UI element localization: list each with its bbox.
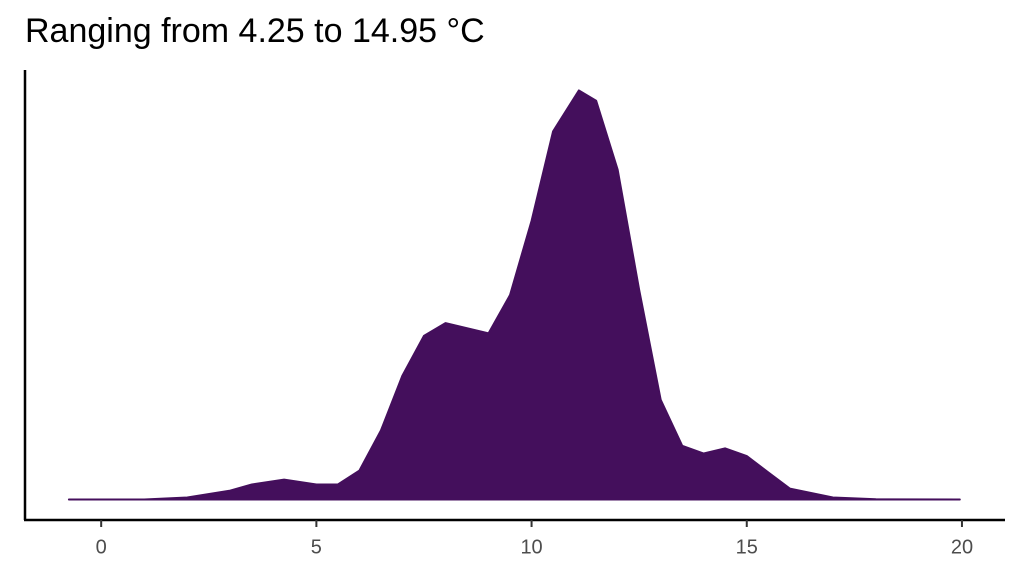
x-tick-label: 5 <box>311 536 322 558</box>
x-tick-label: 15 <box>736 536 758 558</box>
x-tick-label: 10 <box>520 536 542 558</box>
x-tick-label: 20 <box>951 536 973 558</box>
density-area <box>67 89 961 501</box>
x-tick-label: 0 <box>96 536 107 558</box>
chart-title: Ranging from 4.25 to 14.95 °C <box>25 12 485 50</box>
